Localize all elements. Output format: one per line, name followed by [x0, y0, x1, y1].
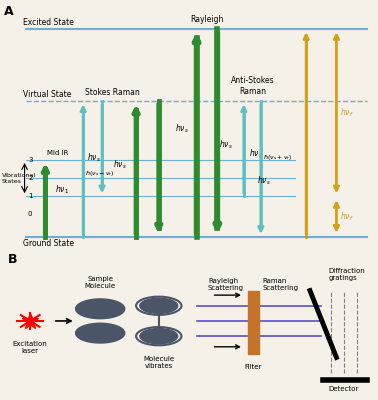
- Text: $\hbar(\nu_s - \nu_r)$: $\hbar(\nu_s - \nu_r)$: [85, 169, 115, 178]
- Text: $h\nu_s$: $h\nu_s$: [175, 122, 189, 135]
- Text: Sample
Molecule: Sample Molecule: [85, 276, 116, 289]
- Text: Excitation
laser: Excitation laser: [13, 341, 48, 354]
- Text: Rayleigh
Scattering: Rayleigh Scattering: [208, 278, 244, 290]
- Text: Anti-Stokes
Raman: Anti-Stokes Raman: [231, 76, 274, 96]
- Text: Excited State: Excited State: [23, 18, 74, 27]
- Text: A: A: [4, 4, 13, 18]
- Text: Detector: Detector: [329, 386, 359, 392]
- Circle shape: [76, 299, 125, 319]
- Text: 1: 1: [28, 193, 33, 199]
- Text: Ground State: Ground State: [23, 239, 74, 248]
- Text: $h\nu_s$: $h\nu_s$: [249, 147, 263, 160]
- Text: Diffraction
gratings: Diffraction gratings: [329, 268, 366, 282]
- Text: B: B: [8, 252, 17, 266]
- Text: $h\nu_s$: $h\nu_s$: [257, 174, 271, 187]
- Text: Stokes Raman: Stokes Raman: [85, 88, 140, 97]
- Text: Raman
Scattering: Raman Scattering: [263, 278, 299, 290]
- Text: $\hbar(\nu_s + \nu_r)$: $\hbar(\nu_s + \nu_r)$: [263, 153, 292, 162]
- Text: $h\nu_s$: $h\nu_s$: [219, 138, 233, 150]
- Text: Rayleigh: Rayleigh: [190, 15, 224, 24]
- Circle shape: [140, 328, 178, 344]
- Text: Filter: Filter: [245, 364, 262, 370]
- Text: $h\nu_f$: $h\nu_f$: [340, 106, 354, 119]
- Text: Mid IR: Mid IR: [47, 150, 69, 156]
- Circle shape: [76, 323, 125, 343]
- Text: Vibrational
States: Vibrational States: [2, 173, 36, 184]
- Text: 0: 0: [28, 211, 33, 217]
- Text: $h\nu_s$: $h\nu_s$: [113, 158, 127, 171]
- Text: $h\nu_s$: $h\nu_s$: [87, 152, 101, 164]
- Text: $h\nu_1$: $h\nu_1$: [55, 183, 69, 196]
- Circle shape: [140, 298, 178, 313]
- FancyBboxPatch shape: [248, 290, 259, 354]
- Text: 2: 2: [28, 175, 33, 181]
- Text: 3: 3: [28, 157, 33, 163]
- Text: Virtual State: Virtual State: [23, 90, 71, 99]
- Text: Molecule
vibrates: Molecule vibrates: [143, 356, 174, 369]
- Text: $h\nu_f$: $h\nu_f$: [340, 210, 354, 223]
